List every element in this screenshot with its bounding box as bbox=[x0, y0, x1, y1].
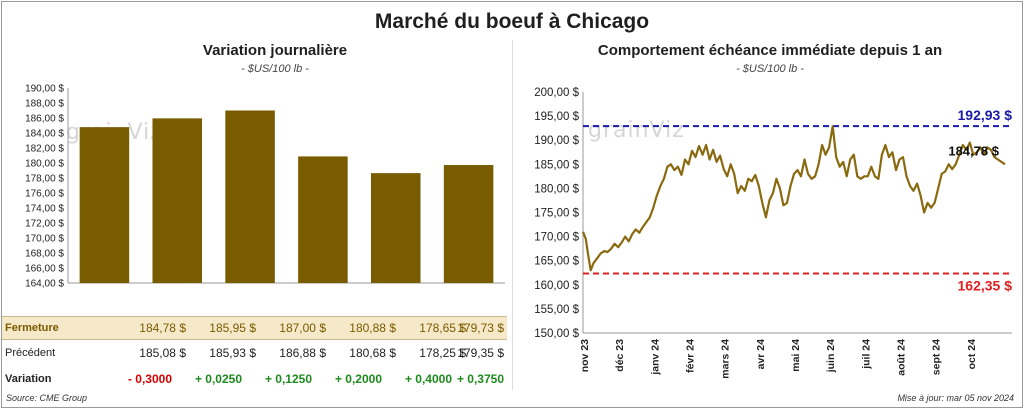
left-chart-unit: - $US/100 lb - bbox=[241, 63, 309, 75]
page-title: Marché du boeuf à Chicago bbox=[374, 10, 650, 33]
fermeture-cell: 179,73 $ bbox=[457, 321, 504, 335]
bar-y-tick-label: 164,00 $ bbox=[25, 279, 64, 290]
bar-chart: 164,00 $ 166,00 $ 168,00 $ 170,00 $ 172,00 $… bbox=[25, 84, 505, 300]
bar-y-tick-label: 180,00 $ bbox=[25, 159, 64, 170]
bar-x-tick-label: juin 25 bbox=[303, 299, 342, 300]
right-chart-title: Comportement échéance immédiate depuis 1… bbox=[597, 42, 943, 59]
fermeture-label: Fermeture bbox=[5, 322, 59, 334]
precedent-cell: 186,88 $ bbox=[279, 346, 326, 360]
variation-cell: + 0,2000 bbox=[334, 372, 382, 386]
variation-cell: - 0,3000 bbox=[127, 372, 172, 386]
row-fermeture: Fermeture 184,78 $ 185,95 $ 187,00 $ 180… bbox=[2, 316, 507, 340]
bar-x-tick-label: déc 24 bbox=[86, 299, 124, 300]
update-note: Mise à jour: mar 05 nov 2024 bbox=[897, 393, 1014, 403]
fermeture-cell: 185,95 $ bbox=[209, 321, 256, 335]
bar-x-tick-label: avr 25 bbox=[233, 299, 268, 300]
variation-cell: + 0,1250 bbox=[264, 372, 312, 386]
right-watermark: grainViz bbox=[588, 118, 685, 143]
bar-y-tick-label: 170,00 $ bbox=[25, 234, 64, 245]
bar-y-tick-label: 172,00 $ bbox=[25, 219, 64, 230]
panel-divider bbox=[512, 40, 513, 390]
right-chart-unit: - $US/100 lb - bbox=[736, 63, 804, 75]
source-note: Source: CME Group bbox=[6, 393, 88, 403]
fermeture-cell: 178,65 $ bbox=[419, 321, 466, 335]
bar bbox=[298, 156, 348, 283]
bar bbox=[443, 165, 494, 283]
variation-label: Variation bbox=[5, 373, 52, 385]
row-precedent: Précédent 185,08 $ 185,93 $ 186,88 $ 180… bbox=[2, 342, 507, 364]
bar bbox=[370, 173, 421, 283]
bar-x-tick-label: févr 25 bbox=[158, 299, 197, 300]
precedent-cell: 178,25 $ bbox=[419, 346, 466, 360]
bar-y-tick-label: 182,00 $ bbox=[25, 144, 64, 155]
bar-y-tick-label: 186,00 $ bbox=[25, 114, 64, 125]
bar-y-tick-label: 176,00 $ bbox=[25, 189, 64, 200]
bar bbox=[225, 110, 275, 283]
precedent-cell: 185,93 $ bbox=[209, 346, 256, 360]
bar-y-tick-label: 190,00 $ bbox=[25, 84, 64, 95]
fermeture-cell: 187,00 $ bbox=[279, 321, 326, 335]
precedent-cell: 185,08 $ bbox=[139, 346, 186, 360]
precedent-cell: 179,35 $ bbox=[457, 346, 504, 360]
bar-y-tick-label: 166,00 $ bbox=[25, 264, 64, 275]
bar-y-tick-label: 168,00 $ bbox=[25, 249, 64, 260]
left-chart-title: Variation journalière bbox=[202, 42, 348, 59]
bar-x-tick-label: août 25 bbox=[375, 299, 417, 300]
bar bbox=[152, 118, 203, 283]
bar-y-tick-label: 188,00 $ bbox=[25, 99, 64, 110]
bar-y-tick-label: 178,00 $ bbox=[25, 174, 64, 185]
variation-cell: + 0,3750 bbox=[456, 372, 504, 386]
bar bbox=[79, 127, 130, 284]
bar-y-tick-label: 184,00 $ bbox=[25, 129, 64, 140]
bar-y-tick-label: 174,00 $ bbox=[25, 204, 64, 215]
variation-cell: + 0,0250 bbox=[194, 372, 242, 386]
row-variation: Variation - 0,3000 + 0,0250 + 0,1250 + 0… bbox=[2, 368, 507, 390]
fermeture-cell: 184,78 $ bbox=[139, 321, 186, 335]
precedent-label: Précédent bbox=[5, 347, 56, 359]
precedent-cell: 180,68 $ bbox=[349, 346, 396, 360]
fermeture-cell: 180,88 $ bbox=[349, 321, 396, 335]
bar-x-tick-label: oct 25 bbox=[451, 299, 486, 300]
variation-cell: + 0,4000 bbox=[404, 372, 452, 386]
